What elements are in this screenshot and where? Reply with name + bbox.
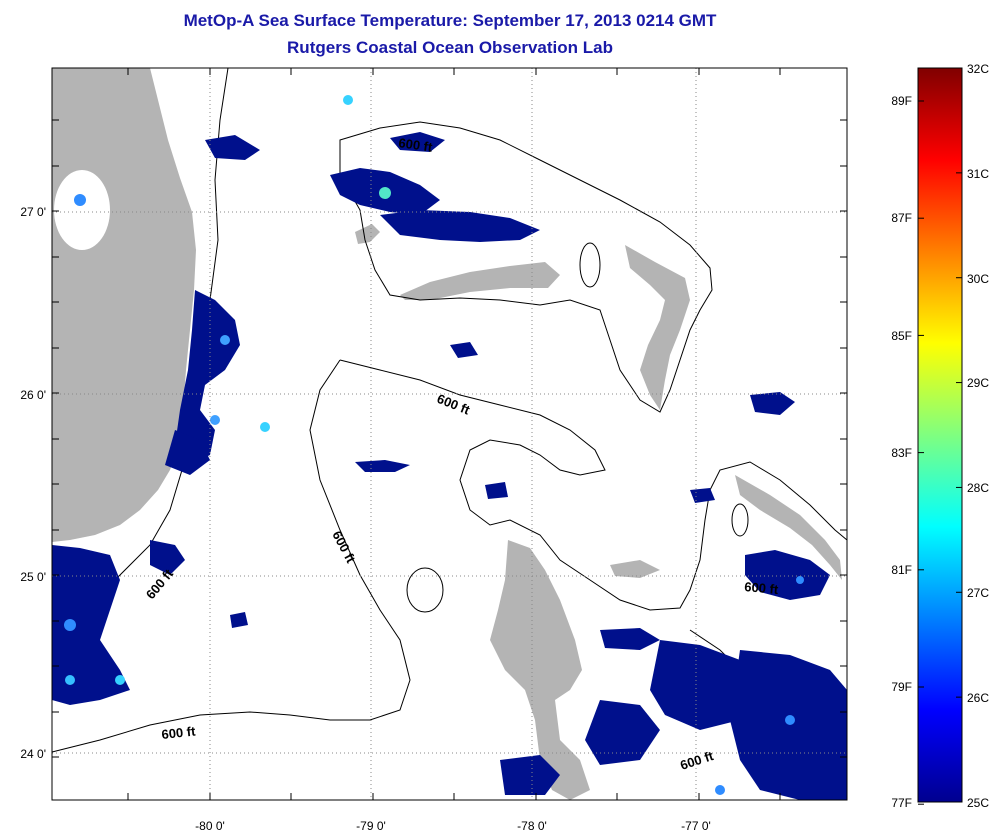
lat-label-26: 26 0': [20, 388, 46, 402]
lon-label-77: -77 0': [681, 819, 711, 833]
lat-label-25: 25 0': [20, 570, 46, 584]
lon-label-80: -80 0': [195, 819, 225, 833]
cb-label-83f: 83F: [891, 446, 912, 460]
island: [610, 560, 660, 578]
cb-label-26c: 26C: [967, 691, 989, 705]
abaco-island: [625, 245, 690, 410]
cb-label-25c: 25C: [967, 796, 989, 810]
cb-label-77f: 77F: [891, 796, 912, 810]
grand-bahama-island: [400, 262, 560, 300]
colorbar-celsius-labels: 32C 31C 30C 29C 28C 27C 26C 25C: [967, 62, 989, 810]
cb-label-81f: 81F: [891, 563, 912, 577]
contour-label: 600 ft: [744, 579, 780, 597]
cb-label-27c: 27C: [967, 586, 989, 600]
cb-label-29c: 29C: [967, 376, 989, 390]
lake-okeechobee: [54, 170, 110, 250]
cb-label-31c: 31C: [967, 167, 989, 181]
contour-label: 600 ft: [398, 135, 434, 155]
latitude-labels: 27 0' 26 0' 25 0' 24 0': [20, 205, 46, 761]
longitude-labels: -80 0' -79 0' -78 0' -77 0': [195, 819, 711, 833]
lon-label-78: -78 0': [517, 819, 547, 833]
map-frame: [51, 67, 848, 801]
lon-label-79: -79 0': [356, 819, 386, 833]
warm-pixel-speckles: [64, 95, 804, 795]
axis-ticks: [52, 68, 847, 800]
cb-label-28c: 28C: [967, 481, 989, 495]
lat-label-27: 27 0': [20, 205, 46, 219]
island: [355, 224, 380, 244]
lat-label-24: 24 0': [20, 747, 46, 761]
cb-label-87f: 87F: [891, 211, 912, 225]
colorbar: [917, 67, 963, 803]
map-title: MetOp-A Sea Surface Temperature: Septemb…: [183, 11, 717, 30]
eleuthera-island: [735, 475, 842, 580]
map-subtitle: Rutgers Coastal Ocean Observation Lab: [287, 38, 613, 57]
cb-label-85f: 85F: [891, 329, 912, 343]
contour-label: 600 ft: [161, 723, 197, 742]
lat-lon-grid: [52, 68, 847, 800]
colorbar-ticks: [918, 67, 962, 805]
cb-label-30c: 30C: [967, 272, 989, 286]
cb-label-32c: 32C: [967, 62, 989, 76]
cb-label-89f: 89F: [891, 94, 912, 108]
andros-island: [490, 540, 590, 800]
cb-label-79f: 79F: [891, 680, 912, 694]
colorbar-fahrenheit-labels: 89F 87F 85F 83F 81F 79F 77F: [891, 94, 912, 810]
